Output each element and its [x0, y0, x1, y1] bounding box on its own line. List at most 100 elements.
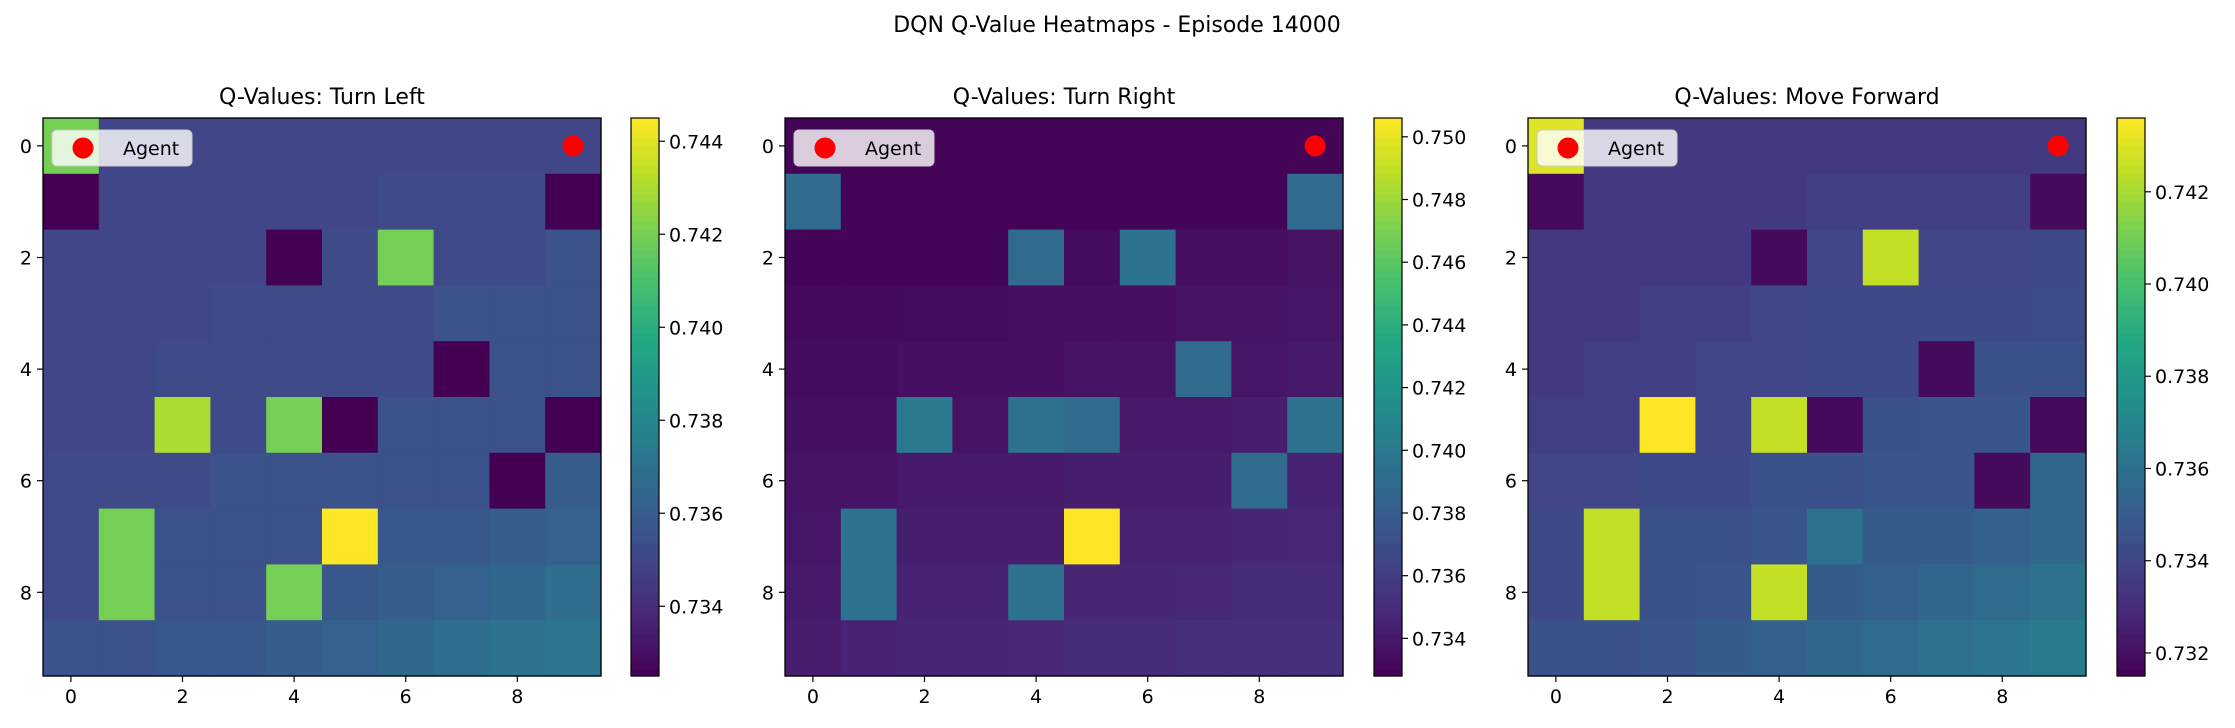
colorbar-segment: [631, 417, 659, 426]
heatmap-cell: [1008, 118, 1065, 175]
colorbar-segment: [1374, 564, 1402, 572]
colorbar-segment: [2117, 369, 2145, 377]
colorbar-segment: [631, 341, 659, 349]
colorbar-segment: [631, 536, 659, 545]
colorbar-tick-label: 0.736: [669, 503, 723, 525]
colorbar-segment: [1374, 264, 1402, 273]
y-tick-label: 4: [20, 359, 32, 381]
heatmap-cell: [210, 173, 267, 231]
axes-frame: [1527, 117, 2087, 677]
heatmap-cell: [1287, 173, 1344, 231]
colorbar-segment: [2117, 271, 2145, 280]
y-tick-label: 2: [1505, 248, 1517, 270]
colorbar-segment: [2117, 424, 2145, 433]
heatmap-cell: [785, 397, 842, 454]
colorbar-segment: [2117, 501, 2145, 510]
colorbar-segment: [631, 431, 659, 440]
colorbar-segment: [1374, 606, 1402, 614]
colorbar-segment: [1374, 124, 1402, 133]
heatmap-cell: [1751, 118, 1808, 175]
heatmap-cell: [1064, 285, 1121, 342]
colorbar-segment: [631, 669, 659, 677]
heatmap-cell: [322, 118, 379, 175]
heatmap-cell: [1751, 452, 1808, 510]
heatmap-cell: [1862, 341, 1920, 398]
colorbar-segment: [1374, 187, 1402, 196]
colorbar-segment: [1374, 243, 1402, 252]
colorbar-segment: [1374, 620, 1402, 628]
heatmap-cell: [1751, 173, 1808, 231]
colorbar-tick-label: 0.734: [1412, 628, 1466, 650]
heatmap-cell: [266, 620, 323, 677]
colorbar-segment: [1374, 355, 1402, 363]
colorbar-segment: [2117, 634, 2145, 642]
heatmap-cell: [1119, 564, 1177, 621]
heatmap-cell: [377, 173, 435, 231]
colorbar-segment: [1374, 410, 1402, 419]
heatmap-cell: [952, 452, 1009, 510]
heatmap-cell: [98, 229, 156, 286]
colorbar-segment: [2117, 327, 2145, 335]
heatmap-cell: [154, 397, 211, 454]
colorbar-segment: [631, 166, 659, 175]
heatmap-cell: [1583, 285, 1641, 342]
colorbar-segment: [1374, 662, 1402, 670]
heatmap-cell: [1231, 229, 1288, 286]
colorbar-segment: [2117, 152, 2145, 161]
colorbar-segment: [2117, 194, 2145, 203]
heatmap-cell: [896, 452, 953, 510]
heatmap-cell: [1175, 564, 1232, 621]
x-tick-label: 6: [1885, 686, 1897, 708]
heatmap-cell: [1064, 229, 1121, 286]
heatmap-cell: [1583, 173, 1641, 231]
colorbar-segment: [1374, 376, 1402, 384]
heatmap-cell: [952, 508, 1009, 565]
colorbar-segment: [631, 473, 659, 482]
colorbar-segment: [2117, 655, 2145, 663]
heatmap-cell: [43, 397, 100, 454]
colorbar-segment: [2117, 159, 2145, 168]
colorbar-tick-label: 0.742: [669, 224, 723, 246]
heatmap-cell: [377, 397, 435, 454]
colorbar-segment: [2117, 229, 2145, 238]
heatmap-cell: [2030, 341, 2087, 398]
colorbar-segment: [2117, 648, 2145, 656]
heatmap-cell: [545, 229, 602, 286]
heatmap-cell: [785, 341, 842, 398]
colorbar-segment: [631, 320, 659, 328]
heatmap-cell: [210, 397, 267, 454]
colorbar-segment: [1374, 648, 1402, 656]
colorbar-segment: [2117, 313, 2145, 321]
heatmap-cell: [489, 452, 546, 510]
heatmap-cell: [1751, 229, 1808, 286]
heatmap-cell: [952, 564, 1009, 621]
heatmap-cell: [1807, 564, 1864, 621]
heatmap-cell: [896, 229, 953, 286]
heatmap-cell: [1862, 508, 1920, 565]
colorbar-segment: [631, 236, 659, 245]
heatmap-cell: [840, 564, 898, 621]
legend-label: Agent: [123, 138, 179, 160]
heatmap-cell: [1639, 620, 1696, 677]
heatmap-cell: [43, 452, 100, 510]
colorbar-segment: [631, 327, 659, 335]
colorbar-segment: [1374, 641, 1402, 649]
heatmap-cell: [1064, 397, 1121, 454]
colorbar-segment: [1374, 257, 1402, 266]
colorbar-segment: [631, 257, 659, 266]
colorbar-segment: [631, 438, 659, 447]
colorbar-segment: [631, 501, 659, 510]
heatmap-cell: [1695, 229, 1752, 286]
x-tick-label: 8: [1996, 686, 2008, 708]
colorbar-segment: [631, 229, 659, 238]
colorbar-segment: [2117, 515, 2145, 524]
heatmap-cell: [896, 564, 953, 621]
colorbar-segment: [1374, 452, 1402, 461]
legend: Agent: [51, 129, 193, 167]
colorbar-segment: [631, 243, 659, 252]
heatmap-cell: [1583, 229, 1641, 286]
heatmap-cell: [785, 508, 842, 565]
heatmap-cell: [266, 341, 323, 398]
x-tick-label: 6: [400, 686, 412, 708]
colorbar-segment: [2117, 180, 2145, 189]
